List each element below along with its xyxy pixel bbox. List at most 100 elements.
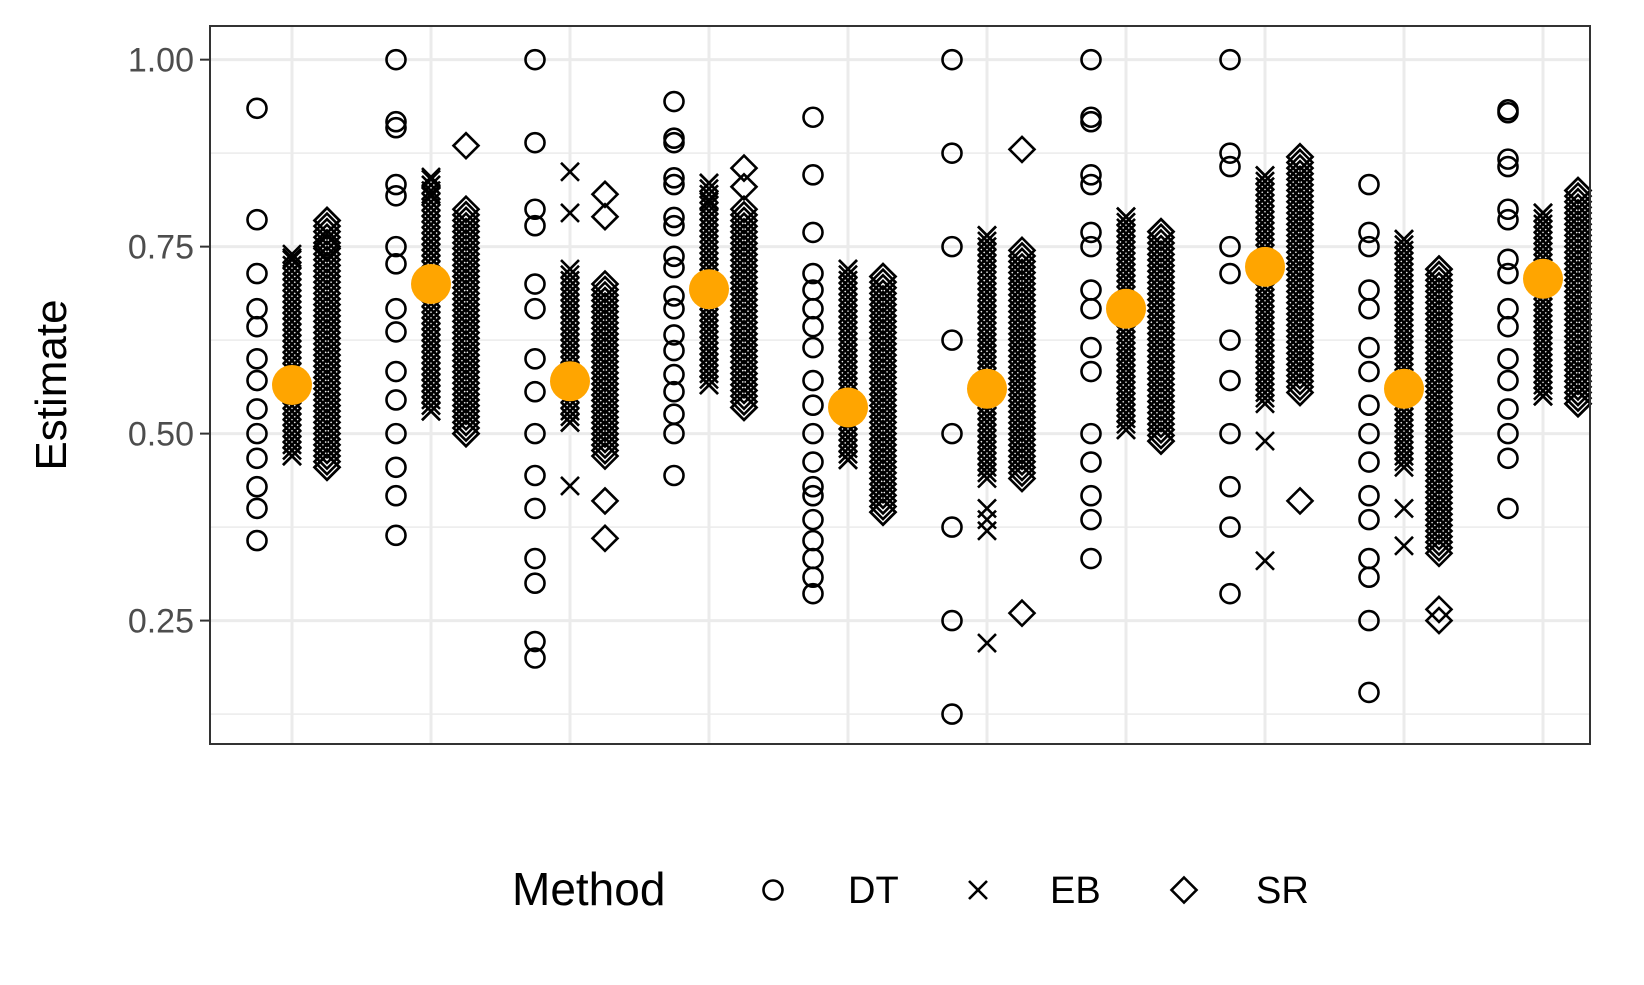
sr-point <box>1146 251 1176 280</box>
sr-point <box>312 408 342 437</box>
sr-point <box>1563 305 1593 334</box>
sr-point <box>1424 455 1454 485</box>
eb-point <box>699 191 719 212</box>
dt-point <box>1080 547 1102 570</box>
sr-point <box>451 217 481 247</box>
dt-point <box>1358 609 1380 632</box>
dt-point <box>663 214 685 237</box>
sr-point <box>451 346 481 376</box>
sr-point <box>312 452 342 482</box>
sr-point <box>1285 181 1315 211</box>
sr-point <box>1424 349 1454 379</box>
sr-point <box>729 376 759 405</box>
dt-point <box>1080 508 1102 531</box>
sr-point <box>1285 221 1315 250</box>
sr-point <box>868 464 898 493</box>
sr-point <box>1285 277 1315 306</box>
dt-point <box>1497 422 1519 445</box>
sr-point <box>451 402 481 432</box>
sr-point <box>1007 308 1037 338</box>
sr-point <box>1424 606 1454 635</box>
sr-point <box>590 179 620 209</box>
sr-point <box>590 341 620 371</box>
sr-point <box>1424 405 1454 434</box>
sr-point <box>1285 366 1315 396</box>
sr-point <box>1146 268 1176 297</box>
eb-point <box>1533 386 1553 407</box>
eb-point <box>1255 165 1275 186</box>
sr-point <box>1424 444 1454 473</box>
sr-point <box>1007 358 1037 388</box>
dt-point <box>802 336 824 359</box>
eb-point <box>1394 234 1414 255</box>
sr-point <box>1424 499 1454 529</box>
eb-point <box>977 633 997 653</box>
eb-point <box>1116 419 1136 440</box>
sr-point <box>312 441 342 471</box>
sr-point <box>590 302 620 332</box>
dt-point <box>663 173 685 196</box>
sr-point <box>729 325 759 354</box>
legend-key-dt <box>762 879 784 901</box>
sr-point <box>312 363 342 392</box>
sr-point <box>1146 330 1176 360</box>
dt-point <box>1080 110 1102 133</box>
sr-point <box>1424 421 1454 451</box>
sr-point <box>451 363 481 392</box>
sr-point <box>1146 404 1176 433</box>
truth-marker <box>272 365 312 405</box>
sr-point <box>1007 458 1037 488</box>
sr-point <box>1007 297 1037 326</box>
sr-point <box>312 284 342 314</box>
eb-point <box>977 520 997 541</box>
sr-point <box>1424 271 1454 301</box>
sr-point <box>1146 375 1176 405</box>
dt-point <box>1358 173 1380 196</box>
dt-point <box>941 422 963 445</box>
sr-point <box>590 364 620 393</box>
sr-point <box>590 430 620 460</box>
sr-point <box>1424 472 1454 501</box>
dt-point <box>1080 235 1102 258</box>
sr-point <box>868 391 898 420</box>
sr-point <box>590 314 620 343</box>
eb-point <box>1394 535 1414 556</box>
sr-point <box>868 385 898 415</box>
eb-point <box>699 375 719 395</box>
sr-point <box>1007 236 1037 265</box>
sr-point <box>1563 226 1593 256</box>
sr-point <box>1007 286 1037 315</box>
dt-point <box>385 110 407 133</box>
dt-point <box>385 321 407 343</box>
sr-point <box>1146 426 1176 456</box>
dt-point <box>524 630 546 653</box>
sr-point <box>1146 217 1176 247</box>
dt-point <box>385 184 407 207</box>
sr-point <box>1146 364 1176 394</box>
sr-point <box>451 222 481 252</box>
sr-point <box>1285 164 1315 194</box>
sr-point <box>1424 466 1454 496</box>
sr-point <box>729 279 759 309</box>
sr-point <box>312 340 342 370</box>
sr-point <box>312 273 342 303</box>
sr-point <box>1563 299 1593 329</box>
sr-point <box>729 223 759 252</box>
sr-point <box>312 232 342 261</box>
sr-point <box>1424 343 1454 373</box>
sr-point <box>312 250 342 280</box>
dt-point <box>524 48 546 71</box>
sr-point <box>451 245 481 275</box>
y-axis-title: Estimate <box>27 299 76 470</box>
dt-point <box>246 447 268 470</box>
sr-point <box>1424 505 1454 535</box>
sr-point <box>590 291 620 321</box>
sr-point <box>590 269 620 299</box>
sr-point <box>868 408 898 437</box>
sr-point <box>1146 228 1176 258</box>
sr-point <box>1285 378 1315 407</box>
dt-point <box>246 398 268 420</box>
sr-point <box>1563 237 1593 267</box>
sr-point <box>451 323 481 353</box>
sr-point <box>451 396 481 426</box>
